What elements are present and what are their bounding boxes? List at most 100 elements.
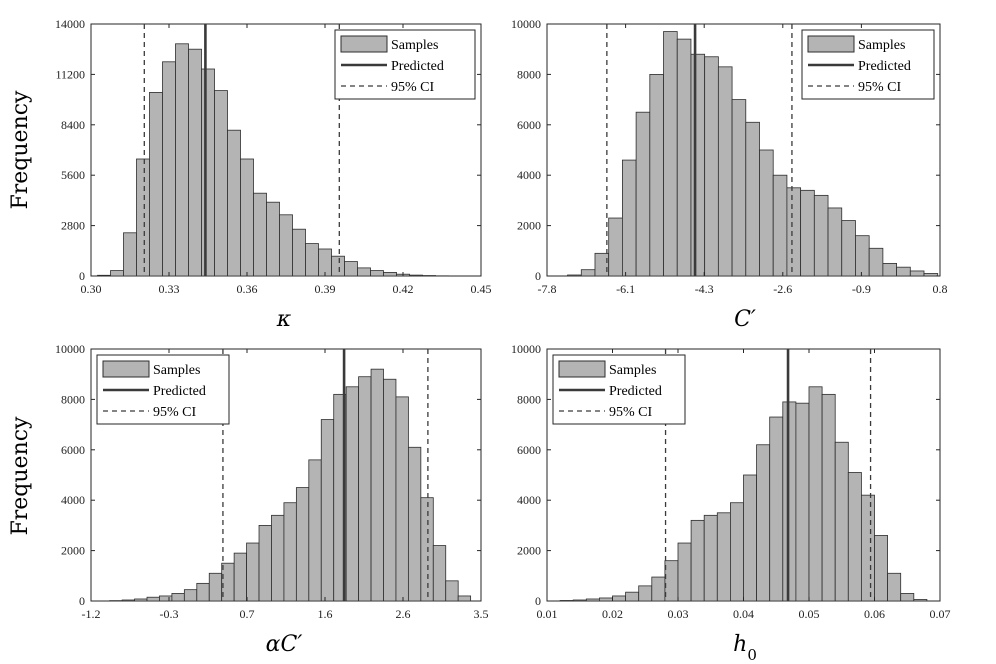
histogram-bar	[196, 582, 210, 602]
x-tick-label: 0.07	[930, 607, 951, 621]
legend: Samples Predicted 95% CI	[552, 354, 686, 425]
histogram-bar	[923, 273, 939, 277]
histogram-bar	[759, 149, 774, 277]
histogram-bar	[344, 261, 358, 277]
histogram-bar	[782, 401, 797, 602]
histogram-bar	[909, 270, 925, 277]
x-tick-label: 0.36	[237, 282, 258, 296]
histogram-bar	[887, 572, 902, 602]
histogram-bar	[258, 525, 272, 602]
y-tick-label: 8000	[517, 67, 541, 81]
histogram-bar	[608, 217, 623, 277]
histogram-bar	[730, 502, 744, 602]
y-tick-label: 10000	[55, 342, 85, 356]
y-tick-label: 0	[79, 269, 85, 283]
y-tick-label: 4000	[61, 493, 85, 507]
histogram-bar	[676, 38, 692, 277]
legend-predicted-label: Predicted	[858, 59, 911, 74]
y-tick-label: 6000	[61, 443, 85, 457]
histogram-bar	[121, 599, 135, 602]
histogram-bar	[874, 535, 888, 602]
legend-samples-swatch	[102, 360, 150, 378]
x-tick-label: 1.6	[318, 607, 333, 621]
histogram-bar	[599, 597, 613, 602]
legend-samples-swatch	[807, 35, 855, 53]
y-tick-label: 4000	[517, 493, 541, 507]
histogram-bar	[308, 459, 322, 602]
legend-samples-label: Samples	[153, 363, 200, 378]
x-tick-label: -7.8	[538, 282, 557, 296]
y-tick-label: 10000	[511, 342, 541, 356]
histogram-bar	[868, 247, 884, 277]
histogram-bar	[409, 274, 423, 277]
histogram-bar	[208, 572, 223, 602]
histogram-bar	[246, 542, 260, 602]
histogram-bar	[813, 194, 829, 277]
x-tick-label: 0.04	[733, 607, 754, 621]
panel-1: 0.30 0.33 0.36 0.39 0.42 0.45 0 2800 5600 8400 112…	[8, 17, 492, 332]
x-tick-label: 0.06	[864, 607, 885, 621]
y-tick-label: 6000	[517, 443, 541, 457]
histogram-bar	[357, 267, 371, 277]
histogram-bar	[214, 90, 228, 277]
histogram-bar	[295, 487, 310, 602]
histogram-bar	[786, 187, 802, 277]
histogram-bar	[855, 235, 870, 277]
histogram-bar	[97, 274, 111, 277]
histogram-bar	[175, 43, 189, 277]
histogram-bar	[271, 514, 285, 602]
histogram-bar	[123, 232, 137, 277]
histogram-bar	[395, 396, 409, 602]
histogram-bar	[283, 502, 297, 602]
y-axis-label: Frequency	[8, 416, 33, 536]
histogram-bar	[622, 159, 637, 277]
histogram-bar	[159, 595, 173, 602]
histogram-bar	[704, 56, 719, 277]
legend: Samples Predicted 95% CI	[801, 29, 935, 100]
histogram-bar	[585, 598, 600, 602]
x-tick-label: 0.39	[315, 282, 336, 296]
legend-samples-label: Samples	[391, 38, 438, 53]
y-tick-label: 6000	[517, 118, 541, 132]
x-axis-label: h0	[733, 632, 757, 664]
histogram-bar	[162, 61, 176, 277]
x-tick-label: -0.9	[852, 282, 871, 296]
histogram-bar	[808, 386, 823, 602]
histogram-bar	[201, 68, 215, 277]
histogram-bar	[134, 598, 148, 602]
histogram-bar	[664, 560, 679, 602]
histogram-bar	[690, 519, 705, 602]
legend: Samples Predicted 95% CI	[334, 29, 476, 100]
histogram-bar	[188, 48, 202, 277]
legend-samples-label: Samples	[858, 38, 905, 53]
histogram-bar	[407, 446, 422, 602]
x-tick-label: -0.3	[160, 607, 179, 621]
histogram-bar	[445, 580, 459, 602]
histogram-bar	[827, 207, 843, 277]
histogram-bar	[625, 591, 640, 602]
x-tick-label: 0.7	[240, 607, 255, 621]
histogram-bar	[663, 31, 678, 277]
x-tick-label: -2.6	[773, 282, 792, 296]
histogram-bar	[240, 158, 254, 277]
histogram-bar	[716, 512, 731, 602]
histogram-bar	[345, 386, 360, 602]
histogram-bar	[457, 595, 472, 602]
histogram-bar	[110, 270, 124, 277]
y-tick-label: 5600	[61, 168, 85, 182]
x-tick-label: 0.05	[799, 607, 820, 621]
x-tick-label: 0.02	[602, 607, 623, 621]
panel-4: 0.01 0.02 0.03 0.04 0.05 0.06 0.07 0 2000 4000 600…	[511, 342, 951, 664]
x-tick-label: 0.42	[393, 282, 414, 296]
y-tick-label: 0	[79, 594, 85, 608]
y-tick-label: 8000	[61, 392, 85, 406]
histogram-bar	[183, 589, 198, 602]
histogram-bar	[572, 599, 587, 602]
histogram-bar	[227, 129, 241, 277]
legend-samples-swatch	[340, 35, 388, 53]
x-tick-label: 0.8	[933, 282, 948, 296]
y-tick-label: 14000	[55, 17, 85, 31]
x-axis-label: C′	[734, 307, 756, 332]
histogram-bar	[567, 274, 582, 277]
